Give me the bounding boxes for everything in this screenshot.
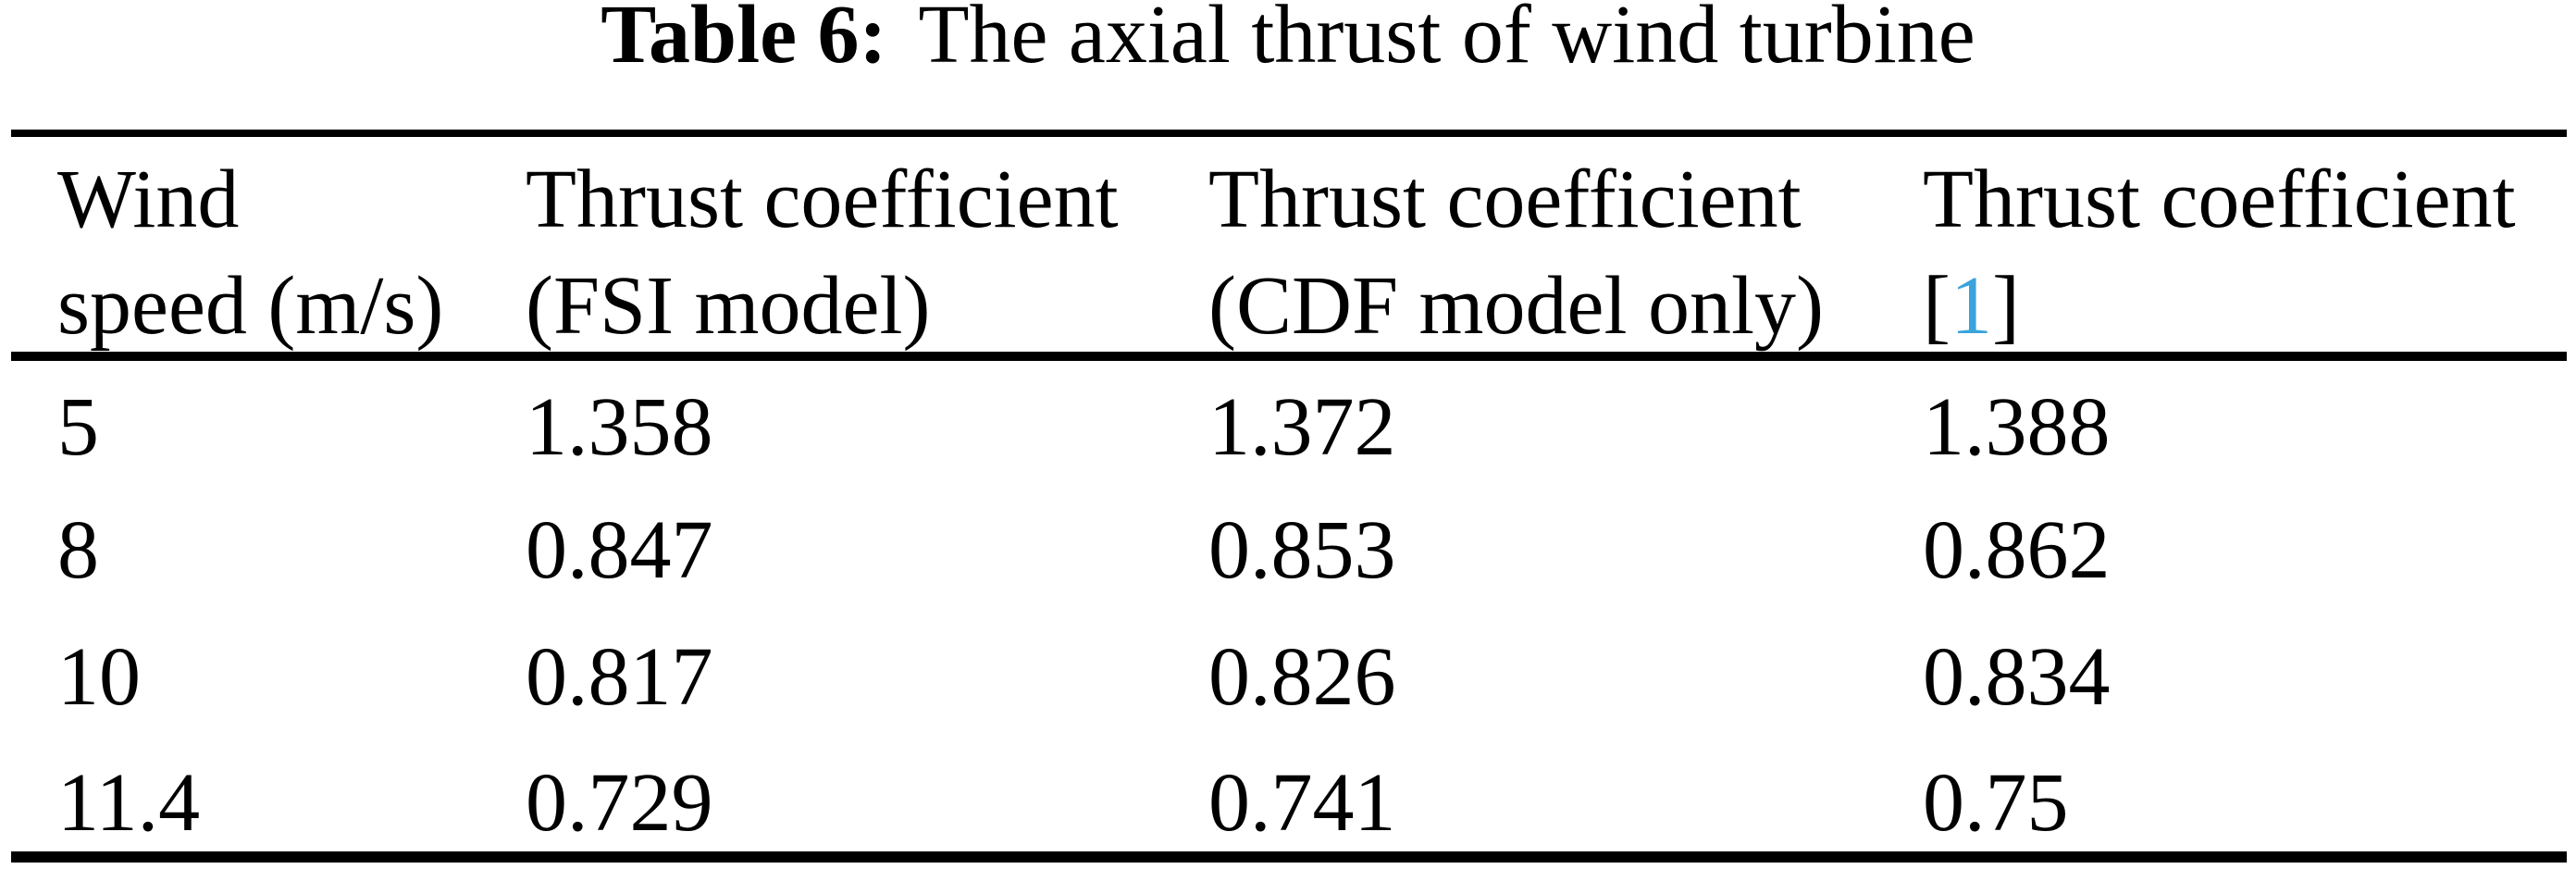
caption-text: The axial thrust of wind turbine [918,0,1975,81]
column-header-thrust-ref: Thrust coefficient [1] [1923,146,2516,359]
table-cell: 0.826 [1208,631,1396,723]
header-line: (FSI model) [526,260,931,352]
column-header-thrust-cdf: Thrust coefficient (CDF model only) [1208,146,1824,359]
column-header-thrust-fsi: Thrust coefficient (FSI model) [526,146,1119,359]
header-line: Wind [57,154,240,245]
caption-label: Table 6: [601,0,887,81]
citation-link-1[interactable]: 1 [1950,260,1992,352]
table-cell: 11.4 [57,757,201,849]
top-rule [11,130,2567,137]
table-cell: 0.853 [1208,504,1396,596]
table-cell: 0.862 [1923,504,2111,596]
table-cell: 0.834 [1923,631,2111,723]
header-line: speed (m/s) [57,260,444,352]
table-cell: 0.729 [526,757,713,849]
table-cell: 10 [57,631,141,723]
table-cell: 1.358 [526,381,713,473]
column-header-wind-speed: Wind speed (m/s) [57,146,443,359]
table-cell: 0.741 [1208,757,1396,849]
header-line: Thrust coefficient [1923,154,2516,245]
table-cell: 5 [57,381,99,473]
header-line: (CDF model only) [1208,260,1824,352]
table-cell: 0.75 [1923,757,2069,849]
table-cell: 1.388 [1923,381,2111,473]
header-rule [11,352,2567,361]
citation-bracket-open: [ [1923,260,1951,352]
table-cell: 8 [57,504,99,596]
table-cell: 1.372 [1208,381,1396,473]
table-cell: 0.817 [526,631,713,723]
header-line: Thrust coefficient [1208,154,1802,245]
bottom-rule [11,851,2567,863]
table-cell: 0.847 [526,504,713,596]
header-line: Thrust coefficient [526,154,1119,245]
header-line: [1] [1923,253,2516,359]
citation-bracket-close: ] [1991,260,2020,352]
table-caption: Table 6: The axial thrust of wind turbine [0,0,2576,88]
